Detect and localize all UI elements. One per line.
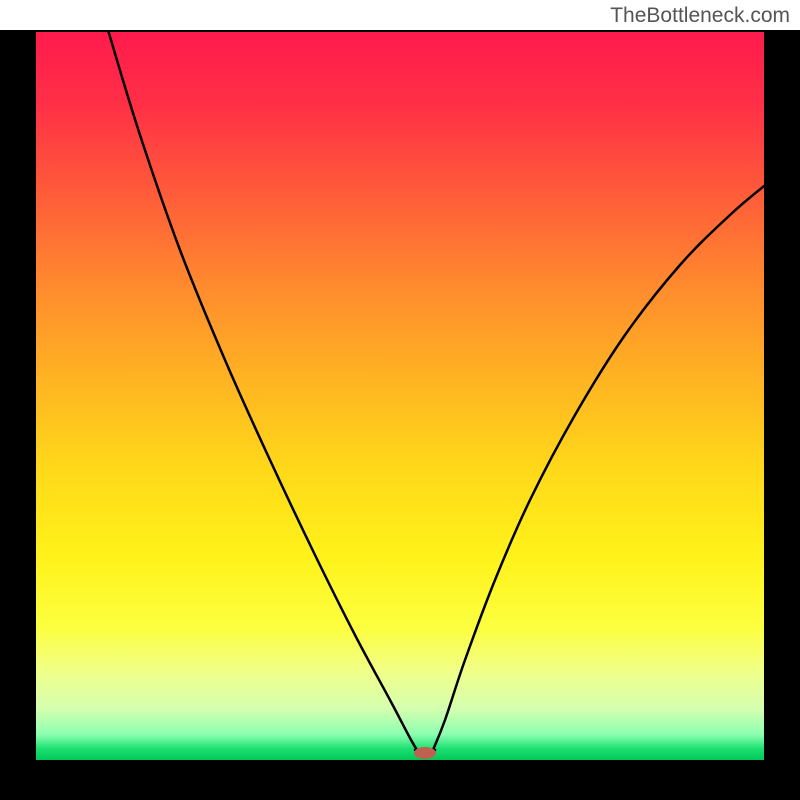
bottleneck-plot	[0, 0, 800, 800]
optimum-marker	[414, 747, 436, 759]
chart-frame: TheBottleneck.com	[0, 0, 800, 800]
gradient-background	[36, 30, 764, 760]
